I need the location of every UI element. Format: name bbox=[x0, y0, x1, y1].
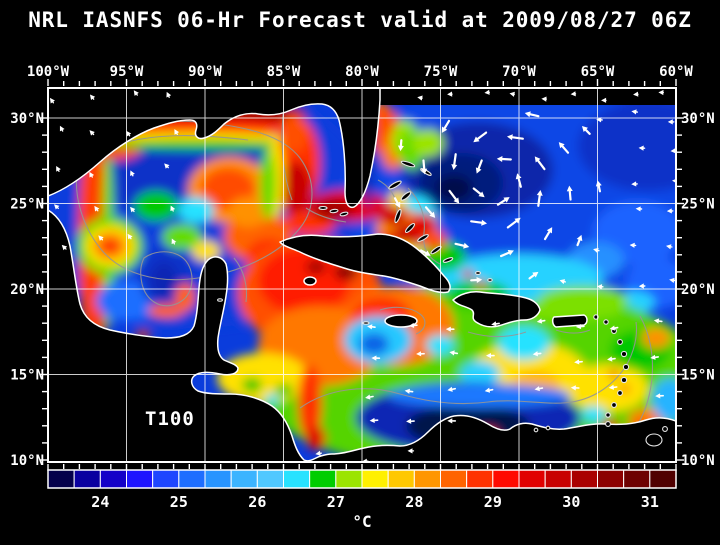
colorbar-segment bbox=[231, 470, 257, 488]
field-blob bbox=[359, 333, 389, 355]
colorbar-tick-label: 30 bbox=[562, 493, 580, 511]
colorbar-tick-label: 31 bbox=[641, 493, 659, 511]
colorbar-segment bbox=[441, 470, 467, 488]
colorbar-segment bbox=[624, 470, 650, 488]
antilles-island bbox=[612, 403, 617, 408]
lon-label: 100°W bbox=[27, 64, 70, 80]
colorbar-segment bbox=[467, 470, 493, 488]
lon-label: 70°W bbox=[502, 64, 536, 80]
field-blob bbox=[568, 364, 648, 412]
cayman-islands bbox=[363, 322, 369, 324]
tobago bbox=[663, 427, 668, 432]
lon-label: 80°W bbox=[345, 64, 379, 80]
colorbar-tick-label: 25 bbox=[170, 493, 188, 511]
colorbar-tick-label: 27 bbox=[327, 493, 345, 511]
colorbar-segment bbox=[284, 470, 310, 488]
field-blob bbox=[498, 326, 550, 360]
antilles-island bbox=[618, 340, 623, 345]
field-blob bbox=[388, 384, 572, 408]
lon-label: 75°W bbox=[424, 64, 458, 80]
lat-label-left: 10°N bbox=[10, 453, 44, 469]
field-blob bbox=[178, 197, 214, 223]
turks-caicos bbox=[488, 279, 492, 282]
lat-label-right: 20°N bbox=[681, 282, 715, 298]
antilles-island bbox=[618, 391, 623, 396]
field-blob bbox=[260, 148, 276, 220]
field-blob bbox=[280, 113, 308, 153]
antilles-island bbox=[621, 377, 626, 382]
lat-label-right: 25°N bbox=[681, 197, 715, 213]
colorbar-segment bbox=[127, 470, 153, 488]
field-blob bbox=[379, 206, 407, 226]
colorbar-tick-label: 24 bbox=[91, 493, 109, 511]
island-isle-of-youth bbox=[304, 277, 316, 285]
field-blob bbox=[306, 426, 326, 450]
longitude-labels: 100°W 95°W 90°W 85°W 80°W 75°W 70°W 65°W 60°W bbox=[27, 64, 694, 80]
curacao-bonaire bbox=[534, 428, 538, 432]
colorbar-segment bbox=[388, 470, 414, 488]
trinidad bbox=[646, 434, 662, 446]
field-blob bbox=[582, 406, 606, 422]
antilles-island bbox=[621, 351, 626, 356]
lat-label-left: 25°N bbox=[10, 197, 44, 213]
lon-label: 60°W bbox=[659, 64, 693, 80]
colorbar-segment bbox=[153, 470, 179, 488]
lon-label: 85°W bbox=[267, 64, 301, 80]
colorbar-tick-label: 26 bbox=[248, 493, 266, 511]
colorbar-segment bbox=[205, 470, 231, 488]
colorbar-segment bbox=[598, 470, 624, 488]
lon-label: 65°W bbox=[581, 64, 615, 80]
lat-label-left: 30°N bbox=[10, 111, 44, 127]
field-blob bbox=[412, 129, 444, 157]
field-blob bbox=[106, 140, 290, 150]
plot-title: NRL IASNFS 06-Hr Forecast valid at 2009/… bbox=[28, 8, 692, 32]
colorbar-segment bbox=[74, 470, 100, 488]
lat-label-right: 10°N bbox=[681, 453, 715, 469]
colorbar-segment bbox=[414, 470, 440, 488]
lon-label: 95°W bbox=[110, 64, 144, 80]
colorbar-segment bbox=[545, 470, 571, 488]
colorbar-tick-label: 28 bbox=[405, 493, 423, 511]
antilles-island bbox=[623, 364, 628, 369]
antilles-island bbox=[604, 320, 608, 324]
field-blob bbox=[422, 230, 446, 250]
lat-label-left: 15°N bbox=[10, 368, 44, 384]
lon-label: 90°W bbox=[188, 64, 222, 80]
colorbar-segment bbox=[519, 470, 545, 488]
cozumel bbox=[218, 299, 223, 301]
field-blob bbox=[242, 378, 262, 392]
field-blob bbox=[538, 286, 628, 314]
depth-annotation: T100 bbox=[145, 408, 195, 430]
curacao-bonaire bbox=[546, 426, 550, 430]
colorbar-segment bbox=[493, 470, 519, 488]
lat-label-left: 20°N bbox=[10, 282, 44, 298]
colorbar-segment bbox=[650, 470, 676, 488]
field-blob bbox=[306, 260, 326, 274]
colorbar-segment bbox=[48, 470, 74, 488]
colorbar-segment bbox=[310, 470, 336, 488]
margarita-island bbox=[606, 422, 611, 427]
lat-label-right: 30°N bbox=[681, 111, 715, 127]
colorbar-tick-label: 29 bbox=[484, 493, 502, 511]
colorbar-segment bbox=[100, 470, 126, 488]
antilles-island bbox=[606, 413, 610, 417]
colorbar-segment bbox=[257, 470, 283, 488]
field-blob bbox=[101, 239, 119, 253]
field-blob bbox=[462, 270, 474, 278]
field-blob bbox=[134, 191, 178, 221]
florida-keys bbox=[319, 207, 327, 210]
turks-caicos bbox=[476, 272, 481, 275]
colorbar-segment bbox=[362, 470, 388, 488]
colorbar-segment bbox=[336, 470, 362, 488]
map-canvas: T100 bbox=[23, 78, 718, 473]
colorbar-segment bbox=[179, 470, 205, 488]
no-data-band bbox=[366, 88, 676, 105]
colorbar-segment bbox=[571, 470, 597, 488]
colorbar-unit-label: °C bbox=[352, 512, 371, 531]
lat-label-right: 15°N bbox=[681, 368, 715, 384]
island-puerto-rico bbox=[553, 315, 587, 327]
colorbar bbox=[48, 470, 676, 488]
